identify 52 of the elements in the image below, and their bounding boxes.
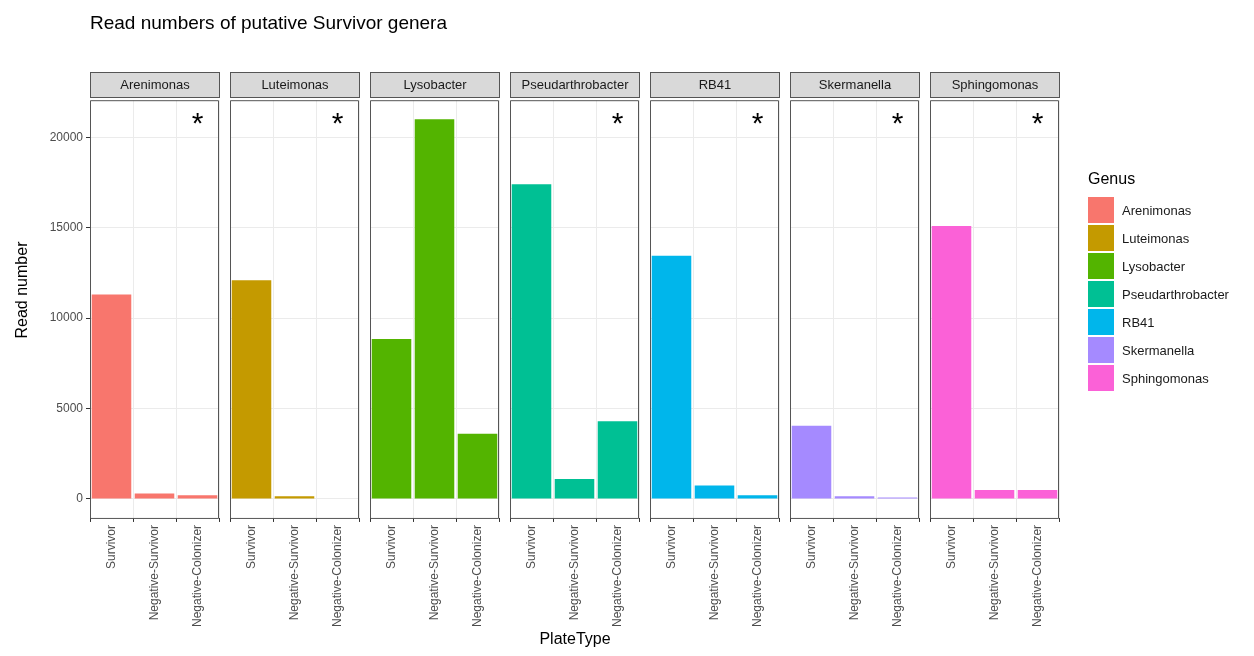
annotation: * <box>331 106 344 140</box>
x-tick-label: Negative-Colonizer <box>1029 524 1044 627</box>
x-tick-label: Negative-Colonizer <box>889 524 904 627</box>
x-tick-label: Negative-Colonizer <box>329 524 344 627</box>
x-tick-label: Negative-Survivor <box>986 524 1001 621</box>
legend-label: Sphingomonas <box>1122 370 1209 386</box>
legend-label: Arenimonas <box>1122 202 1192 218</box>
y-tick-label: 10000 <box>49 310 84 325</box>
x-tick-label: Survivor <box>663 524 678 569</box>
x-tick-label: Negative-Colonizer <box>189 524 204 627</box>
y-axis-title: Read number <box>13 241 31 339</box>
legend-label: Lysobacter <box>1122 258 1186 274</box>
legend-label: RB41 <box>1122 314 1155 330</box>
annotation: * <box>751 106 764 140</box>
x-tick-label: Negative-Survivor <box>286 524 301 621</box>
y-tick-label: 15000 <box>49 220 84 235</box>
annotation: * <box>191 106 204 140</box>
legend-title: Genus <box>1088 170 1137 188</box>
annotation: * <box>1031 106 1044 140</box>
y-tick-label: 5000 <box>56 400 84 415</box>
bar <box>177 495 218 499</box>
x-tick-label: Survivor <box>243 524 258 569</box>
x-tick-label: Survivor <box>103 524 118 569</box>
y-tick-label: 20000 <box>49 129 84 144</box>
text: Sphingomonas <box>951 77 1039 92</box>
x-tick-label: Negative-Survivor <box>566 524 581 621</box>
x-tick-label: Negative-Colonizer <box>469 524 484 627</box>
x-tick-label: Negative-Survivor <box>706 524 721 621</box>
x-tick-label: Survivor <box>523 524 538 569</box>
x-tick-label: Negative-Survivor <box>846 524 861 621</box>
x-tick-label: Survivor <box>803 524 818 569</box>
bar <box>91 294 132 499</box>
x-axis-title: PlateType <box>539 630 611 648</box>
text: Read numbers of putative Survivor genera <box>90 12 447 34</box>
y-tick-label: 0 <box>76 491 84 506</box>
x-tick-label: Negative-Survivor <box>426 524 441 621</box>
text: Skermanella <box>818 77 892 92</box>
x-tick-label: Negative-Colonizer <box>609 524 624 627</box>
text: Luteimonas <box>261 77 329 92</box>
annotation: * <box>891 106 904 140</box>
x-tick-label: Survivor <box>943 524 958 569</box>
x-tick-label: Negative-Survivor <box>146 524 161 621</box>
text: RB41 <box>698 77 732 92</box>
legend-label: Pseudarthrobacter <box>1122 286 1229 302</box>
annotation: * <box>611 106 624 140</box>
text: Lysobacter <box>403 77 467 92</box>
legend-label: Skermanella <box>1122 342 1195 358</box>
x-tick-label: Survivor <box>383 524 398 569</box>
legend-label: Luteimonas <box>1122 230 1190 246</box>
x-tick-label: Negative-Colonizer <box>749 524 764 627</box>
text: Arenimonas <box>120 77 190 92</box>
text: Pseudarthrobacter <box>521 77 629 92</box>
